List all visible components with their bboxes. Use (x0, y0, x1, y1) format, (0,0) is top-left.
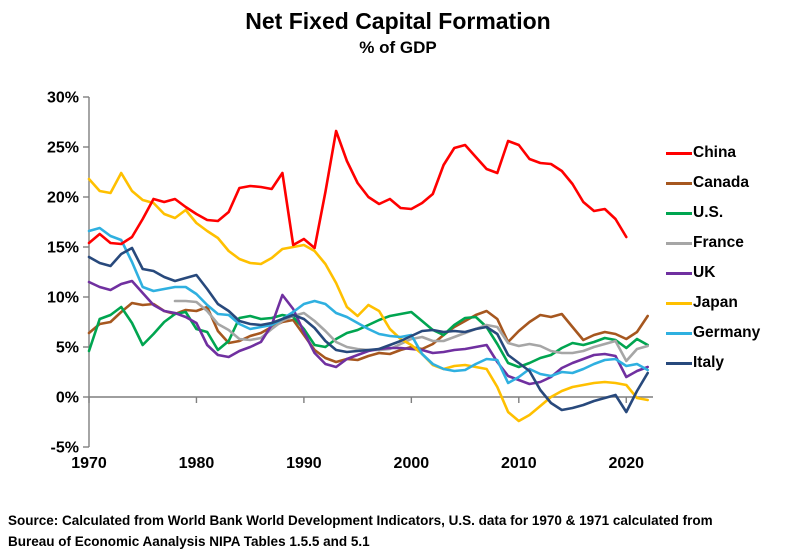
legend-swatch-China (666, 151, 692, 155)
x-tick-label: 1990 (286, 455, 322, 472)
source-line-2: Bureau of Economic Aanalysis NIPA Tables… (8, 534, 370, 549)
x-tick-label: 2020 (608, 455, 644, 472)
x-tick-label: 1970 (71, 455, 107, 472)
legend-item-Japan: Japan (666, 288, 792, 318)
legend-label-UK: UK (693, 264, 716, 281)
legend-item-U.S.: U.S. (666, 198, 792, 228)
legend-swatch-U.S. (666, 211, 692, 215)
legend-item-Canada: Canada (666, 168, 792, 198)
legend-label-Japan: Japan (693, 294, 738, 311)
legend-item-Germany: Germany (666, 318, 792, 348)
legend-swatch-Germany (666, 331, 692, 335)
legend-swatch-Italy (666, 361, 692, 365)
y-tick-label: 30% (47, 90, 79, 107)
legend-swatch-France (666, 241, 692, 245)
y-tick-label: -5% (51, 440, 79, 457)
y-tick-label: 20% (47, 190, 79, 207)
series-line-Japan (87, 171, 650, 423)
legend-item-China: China (666, 138, 792, 168)
legend-label-China: China (693, 144, 737, 161)
legend-label-Germany: Germany (693, 324, 761, 341)
y-tick-label: 25% (47, 140, 79, 157)
legend-swatch-UK (666, 271, 692, 275)
series-line-France (173, 299, 650, 363)
series-line-China (87, 129, 628, 250)
x-tick-label: 1980 (179, 455, 215, 472)
legend-label-Italy: Italy (693, 354, 725, 371)
y-tick-label: 15% (47, 240, 79, 257)
source-line-1: Source: Calculated from World Bank World… (8, 513, 713, 528)
legend-item-France: France (666, 228, 792, 258)
x-tick-label: 2000 (394, 455, 430, 472)
series-line-Germany (87, 226, 650, 385)
legend-label-France: France (693, 234, 744, 251)
chart-legend: China Canada U.S. France UK Japan Germany Italy (666, 138, 792, 378)
series-line-Italy (87, 246, 650, 414)
series-line-Canada (87, 301, 650, 364)
source-note: Source: Calculated from World Bank World… (8, 510, 788, 552)
series-line-UK (87, 279, 650, 386)
legend-swatch-Japan (666, 301, 692, 305)
legend-label-U.S.: U.S. (693, 204, 724, 221)
x-tick-label: 2010 (501, 455, 537, 472)
chart-subtitle: % of GDP (359, 38, 437, 57)
chart-title: Net Fixed Capital Formation (245, 8, 551, 34)
y-tick-label: 10% (47, 290, 79, 307)
y-tick-label: 0% (56, 390, 79, 407)
legend-swatch-Canada (666, 181, 692, 185)
legend-label-Canada: Canada (693, 174, 749, 191)
legend-item-Italy: Italy (666, 348, 792, 378)
y-tick-label: 5% (56, 340, 79, 357)
legend-item-UK: UK (666, 258, 792, 288)
